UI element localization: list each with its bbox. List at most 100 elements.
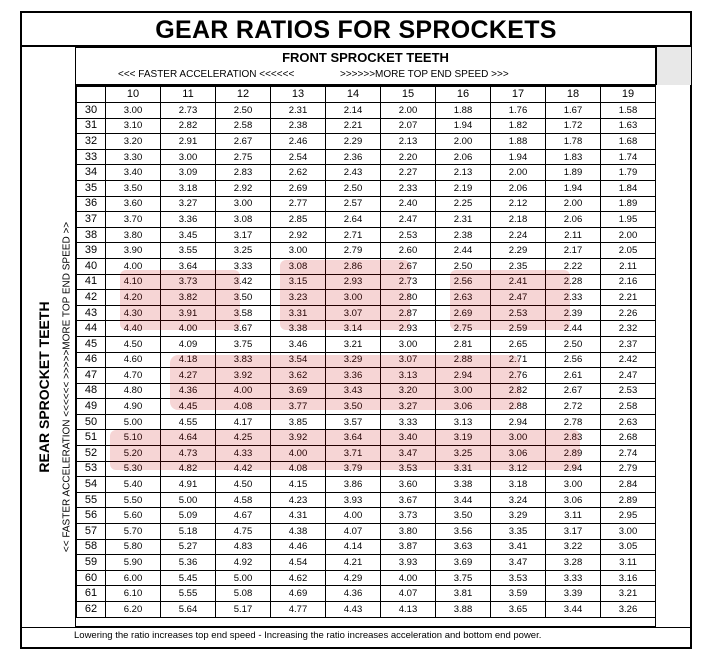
ratio-cell: 4.67 bbox=[215, 507, 271, 525]
front-teeth-header: 19 bbox=[600, 86, 656, 103]
ratio-cell: 2.44 bbox=[545, 320, 601, 337]
ratio-cell: 5.09 bbox=[160, 507, 216, 525]
ratio-cell: 2.84 bbox=[600, 476, 656, 493]
ratio-cell: 2.87 bbox=[380, 304, 436, 322]
ratio-cell: 2.86 bbox=[325, 257, 381, 275]
ratio-cell: 3.11 bbox=[600, 554, 656, 571]
table-row: 32 3.20 2.91 2.67 2.46 2.29 2.13 2.00 1.88 1.78 1.… bbox=[76, 133, 656, 150]
rear-teeth-cell: 53 bbox=[76, 460, 106, 478]
rear-teeth-cell: 36 bbox=[76, 195, 106, 213]
table-row: 31 3.10 2.82 2.58 2.38 2.21 2.07 1.94 1.82 1.72 1.… bbox=[76, 117, 656, 135]
table-row: 35 3.50 3.18 2.92 2.69 2.50 2.33 2.19 2.06 1.94 1.… bbox=[76, 179, 656, 197]
ratio-cell: 3.62 bbox=[270, 367, 326, 384]
rear-teeth-cell: 43 bbox=[76, 304, 106, 322]
ratio-cell: 2.06 bbox=[435, 148, 491, 166]
faster-acceleration-label: <<< FASTER ACCELERATION <<<<<< bbox=[118, 69, 295, 80]
ratio-cell: 3.92 bbox=[270, 429, 326, 447]
table-row: 36 3.60 3.27 3.00 2.77 2.57 2.40 2.25 2.12 2.00 1.… bbox=[76, 195, 656, 213]
ratio-cell: 3.92 bbox=[215, 367, 271, 384]
ratio-cell: 2.75 bbox=[435, 320, 491, 337]
rear-teeth-cell: 35 bbox=[76, 179, 106, 197]
ratio-cell: 4.82 bbox=[160, 460, 216, 478]
ratio-cell: 2.40 bbox=[380, 195, 436, 213]
table-row: 53 5.30 4.82 4.42 4.08 3.79 3.53 3.31 3.12 2.94 2.… bbox=[76, 460, 656, 478]
rear-teeth-cell: 56 bbox=[76, 507, 106, 525]
ratio-cell: 3.75 bbox=[215, 335, 271, 353]
rear-teeth-cell: 57 bbox=[76, 523, 106, 540]
ratio-cell: 5.10 bbox=[105, 429, 161, 447]
ratio-cell: 2.07 bbox=[380, 117, 436, 135]
ratio-cell: 2.67 bbox=[380, 257, 436, 275]
rear-teeth-cell: 42 bbox=[76, 289, 106, 306]
ratio-cell: 3.73 bbox=[160, 273, 216, 291]
ratio-cell: 4.00 bbox=[160, 320, 216, 337]
table-row: 51 5.10 4.64 4.25 3.92 3.64 3.40 3.19 3.00 2.83 2.… bbox=[76, 429, 656, 447]
ratio-cell: 3.13 bbox=[435, 413, 491, 431]
ratio-cell: 5.90 bbox=[105, 554, 161, 571]
ratio-cell: 3.54 bbox=[270, 351, 326, 369]
ratio-cell: 2.25 bbox=[435, 195, 491, 213]
ratio-cell: 3.67 bbox=[215, 320, 271, 337]
ratio-cell: 3.09 bbox=[160, 164, 216, 181]
ratio-cell: 3.14 bbox=[325, 320, 381, 337]
rear-teeth-cell: 30 bbox=[76, 102, 106, 119]
ratio-cell: 2.39 bbox=[545, 304, 601, 322]
ratio-cell: 4.45 bbox=[160, 398, 216, 415]
rear-teeth-cell: 33 bbox=[76, 148, 106, 166]
ratio-cell: 4.42 bbox=[215, 460, 271, 478]
ratio-cell: 4.55 bbox=[160, 413, 216, 431]
ratio-cell: 2.17 bbox=[545, 242, 601, 259]
ratio-cell: 2.53 bbox=[490, 304, 546, 322]
ratio-cell: 5.30 bbox=[105, 460, 161, 478]
front-teeth-header: 17 bbox=[490, 86, 546, 103]
ratio-cell: 3.07 bbox=[380, 351, 436, 369]
ratio-cell: 3.23 bbox=[270, 289, 326, 306]
ratio-cell: 3.22 bbox=[545, 538, 601, 556]
ratio-cell: 3.06 bbox=[435, 398, 491, 415]
ratio-cell: 2.93 bbox=[380, 320, 436, 337]
ratio-cell: 2.16 bbox=[600, 273, 656, 291]
ratio-cell: 3.17 bbox=[215, 226, 271, 244]
ratio-cell: 2.94 bbox=[490, 413, 546, 431]
ratio-cell: 2.00 bbox=[545, 195, 601, 213]
ratio-cell: 2.21 bbox=[325, 117, 381, 135]
ratio-cell: 2.58 bbox=[600, 398, 656, 415]
ratio-cell: 4.20 bbox=[105, 289, 161, 306]
ratio-cell: 2.56 bbox=[435, 273, 491, 291]
ratio-cell: 4.00 bbox=[270, 445, 326, 462]
ratio-cell: 1.88 bbox=[490, 133, 546, 150]
table-row: 50 5.00 4.55 4.17 3.85 3.57 3.33 3.13 2.94 2.78 2.… bbox=[76, 413, 656, 431]
ratio-cell: 3.07 bbox=[325, 304, 381, 322]
ratio-cell: 6.20 bbox=[105, 601, 161, 618]
table-row: 52 5.20 4.73 4.33 4.00 3.71 3.47 3.25 3.06 2.89 2.… bbox=[76, 445, 656, 462]
ratio-cell: 2.56 bbox=[545, 351, 601, 369]
ratio-cell: 3.38 bbox=[270, 320, 326, 337]
ratio-cell: 4.36 bbox=[160, 382, 216, 400]
ratio-cell: 3.36 bbox=[325, 367, 381, 384]
front-teeth-header: 15 bbox=[380, 86, 436, 103]
ratio-cell: 2.11 bbox=[545, 226, 601, 244]
ratio-cell: 3.40 bbox=[380, 429, 436, 447]
ratio-cell: 3.00 bbox=[490, 429, 546, 447]
ratio-cell: 2.42 bbox=[600, 351, 656, 369]
ratio-cell: 4.27 bbox=[160, 367, 216, 384]
ratio-cell: 3.25 bbox=[435, 445, 491, 462]
ratio-cell: 1.67 bbox=[545, 102, 601, 119]
ratio-cell: 3.21 bbox=[325, 335, 381, 353]
rear-teeth-cell: 52 bbox=[76, 445, 106, 462]
ratio-cell: 3.39 bbox=[545, 585, 601, 602]
ratio-cell: 3.24 bbox=[490, 491, 546, 509]
ratio-cell: 3.64 bbox=[325, 429, 381, 447]
ratio-cell: 1.89 bbox=[600, 195, 656, 213]
ratio-cell: 2.13 bbox=[380, 133, 436, 150]
ratio-cell: 3.82 bbox=[160, 289, 216, 306]
ratio-cell: 4.75 bbox=[215, 523, 271, 540]
header-side-bar bbox=[656, 47, 691, 85]
ratio-cell: 2.73 bbox=[160, 102, 216, 119]
rear-sprocket-title: REAR SPROCKET TEETH bbox=[36, 301, 52, 473]
ratio-cell: 2.81 bbox=[435, 335, 491, 353]
top-speed-label: >>>>>>MORE TOP END SPEED >>> bbox=[340, 69, 509, 80]
front-teeth-header: 13 bbox=[270, 86, 326, 103]
table-row: 55 5.50 5.00 4.58 4.23 3.93 3.67 3.44 3.24 3.06 2.… bbox=[76, 491, 656, 509]
ratio-cell: 4.43 bbox=[325, 601, 381, 618]
